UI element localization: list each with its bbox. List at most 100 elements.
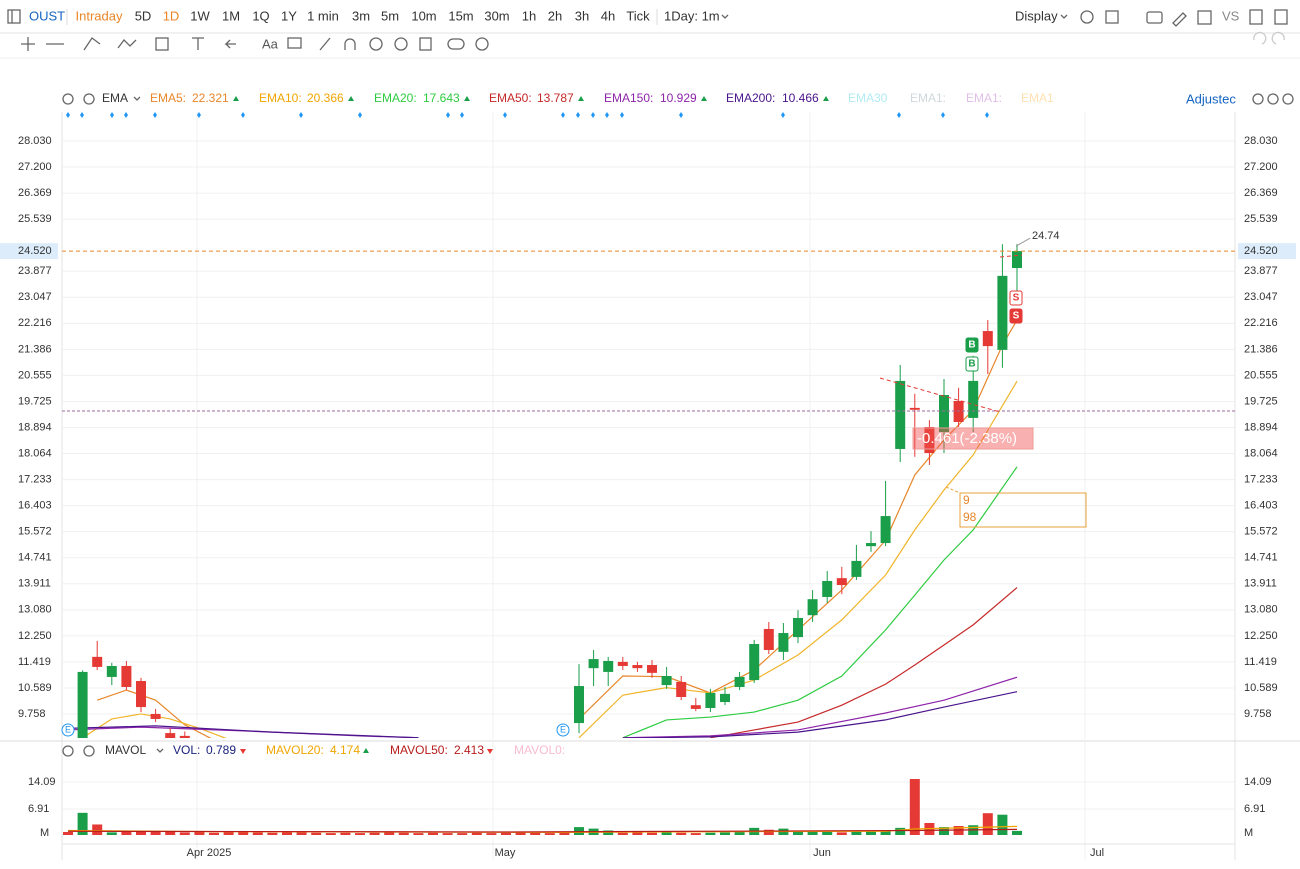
volume-bar [311,832,322,835]
draw-settings[interactable] [475,37,489,51]
adjust-menu[interactable]: Adjustec [1186,91,1236,106]
display-menu[interactable]: Display [1015,8,1058,23]
indicator-label: EMA20: [374,91,417,105]
period-button[interactable]: 5D [135,8,152,23]
text-tool[interactable]: Aa [262,36,279,51]
candle-body [1012,251,1022,269]
indicator-settings[interactable] [62,93,74,105]
signal-dot [446,112,450,118]
period-button[interactable]: 4h [601,8,615,23]
signal-dot [781,112,785,118]
hide-tool[interactable] [394,37,408,51]
symbol[interactable]: OUST [29,8,65,23]
measure-tool[interactable] [192,37,204,50]
y-tick-label: 10.589 [18,682,52,694]
lock-tool[interactable] [369,37,383,51]
indicator-name[interactable]: EMA [102,91,128,105]
trend-arrow [363,748,369,753]
move-tool[interactable] [21,37,35,51]
volume-settings[interactable] [62,745,74,757]
ema-line [622,466,1018,738]
period-button[interactable]: 15m [448,8,473,23]
delete-tool[interactable] [419,37,432,51]
magnet-tool[interactable] [344,38,356,50]
period-button[interactable]: 1D [163,8,180,23]
candle-body [647,665,657,673]
indicator-label: EMA5: [150,91,186,105]
period-button[interactable]: Tick [626,8,650,23]
trend-arrow [464,96,470,101]
layout-icon[interactable] [1105,10,1119,24]
redo[interactable] [1271,31,1285,45]
fullscreen-icon[interactable] [1197,10,1212,25]
book-icon[interactable] [1249,9,1263,25]
period-button[interactable]: Intraday [76,8,123,23]
volume-bar [413,833,424,835]
period-button[interactable]: 5m [381,8,399,23]
event-label: E [560,724,566,734]
measure-label: -0.461(-2.38%) [917,430,1017,447]
period-button[interactable]: 1Q [252,8,269,23]
period-button[interactable]: 10m [411,8,436,23]
indicator-label: EMA1: [966,91,1002,105]
indicator-value: 13.787 [537,91,574,105]
signal-marker [1009,290,1023,306]
panel-icon[interactable] [1274,9,1288,25]
volume-bar [252,832,263,835]
mavol-value: 2.413 [454,743,484,757]
indicator-close[interactable] [83,93,95,105]
signal-marker [965,356,979,372]
period-button[interactable]: 1Y [281,8,297,23]
fib-tool[interactable] [155,37,169,51]
signal-dot [80,112,84,118]
pane-control[interactable] [1282,93,1294,105]
volume-bar [617,832,628,835]
signal-marker [965,337,979,353]
candle-body [77,671,88,738]
period-button[interactable]: 1h [522,8,536,23]
pen-icon[interactable] [1172,12,1187,27]
y-tick-label: 9.758 [18,708,46,720]
candle-body [676,681,687,698]
period-button[interactable]: 1M [222,8,240,23]
volume-bar [880,830,891,835]
volume-close[interactable] [83,745,95,757]
caret [721,14,729,19]
panel-toggle[interactable] [7,9,21,24]
ruler-tool[interactable] [319,37,331,51]
period-button[interactable]: 30m [484,8,509,23]
indicator-label: EMA30 [848,91,888,105]
compare-button[interactable]: VS [1222,8,1240,23]
period-button[interactable]: 2h [548,8,562,23]
settings-icon[interactable] [1080,10,1094,24]
period-button[interactable]: 3h [575,8,589,23]
note-label: 98 [963,510,977,524]
volume-bar [909,779,920,835]
volume-bar [355,833,365,835]
pane-control[interactable] [1252,93,1264,105]
y-tick-label: 26.369 [18,187,52,199]
signal-dot [124,112,128,118]
period-button[interactable]: 1W [190,8,210,23]
wave-tool[interactable] [117,39,137,49]
period-button[interactable]: 3m [352,8,370,23]
trend-arrow [233,96,239,101]
last-price-box [1238,243,1296,260]
arrow-tool[interactable] [224,39,236,49]
signal-dot [985,112,989,118]
y-tick-label-right: 19.725 [1244,395,1278,407]
pane-control[interactable] [1267,93,1279,105]
undo[interactable] [1253,31,1267,45]
indicator-label: EMA1 [1021,91,1054,105]
camera-icon[interactable] [1146,11,1163,24]
link-tool[interactable] [447,38,465,50]
period-button[interactable]: 1 min [307,8,339,23]
volume-value: 0.789 [206,743,236,757]
interval-select[interactable]: 1Day: 1m [664,8,720,23]
signal-dot [241,112,245,118]
signal-dot [460,112,464,118]
trend-tool[interactable] [83,37,101,51]
ema-line [710,587,1018,738]
note-tool[interactable] [287,37,302,49]
vol-unit: M [40,827,49,839]
